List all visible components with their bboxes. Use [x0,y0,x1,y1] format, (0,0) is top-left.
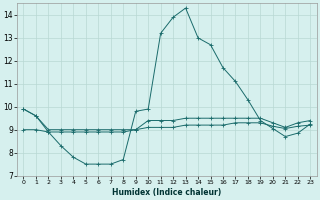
X-axis label: Humidex (Indice chaleur): Humidex (Indice chaleur) [112,188,221,197]
